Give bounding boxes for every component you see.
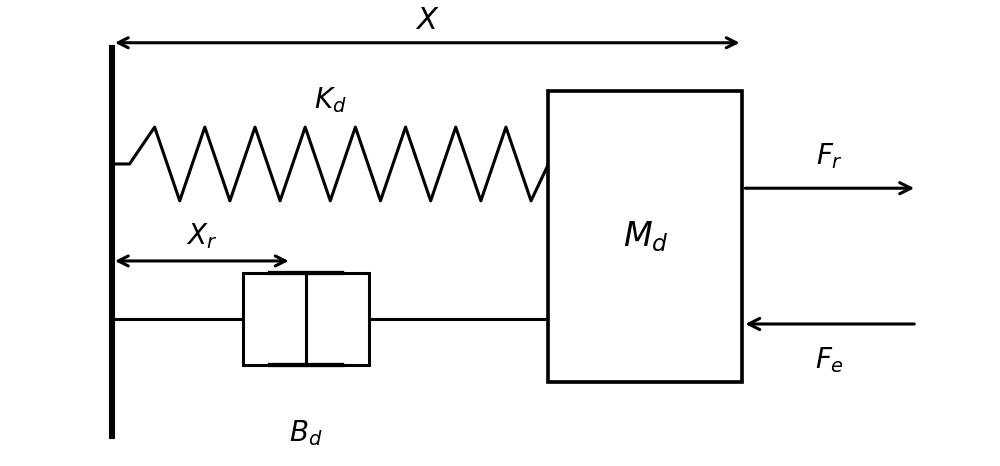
Text: $X_r$: $X_r$ [186, 221, 217, 251]
Text: $M_d$: $M_d$ [623, 219, 668, 254]
Text: $X$: $X$ [415, 6, 440, 35]
Text: $F_r$: $F_r$ [816, 141, 843, 171]
Bar [548, 91, 742, 382]
Text: $K_d$: $K_d$ [314, 86, 347, 116]
Bar [243, 273, 369, 365]
Text: $F_e$: $F_e$ [815, 345, 844, 375]
Text: $B_d$: $B_d$ [289, 418, 323, 448]
